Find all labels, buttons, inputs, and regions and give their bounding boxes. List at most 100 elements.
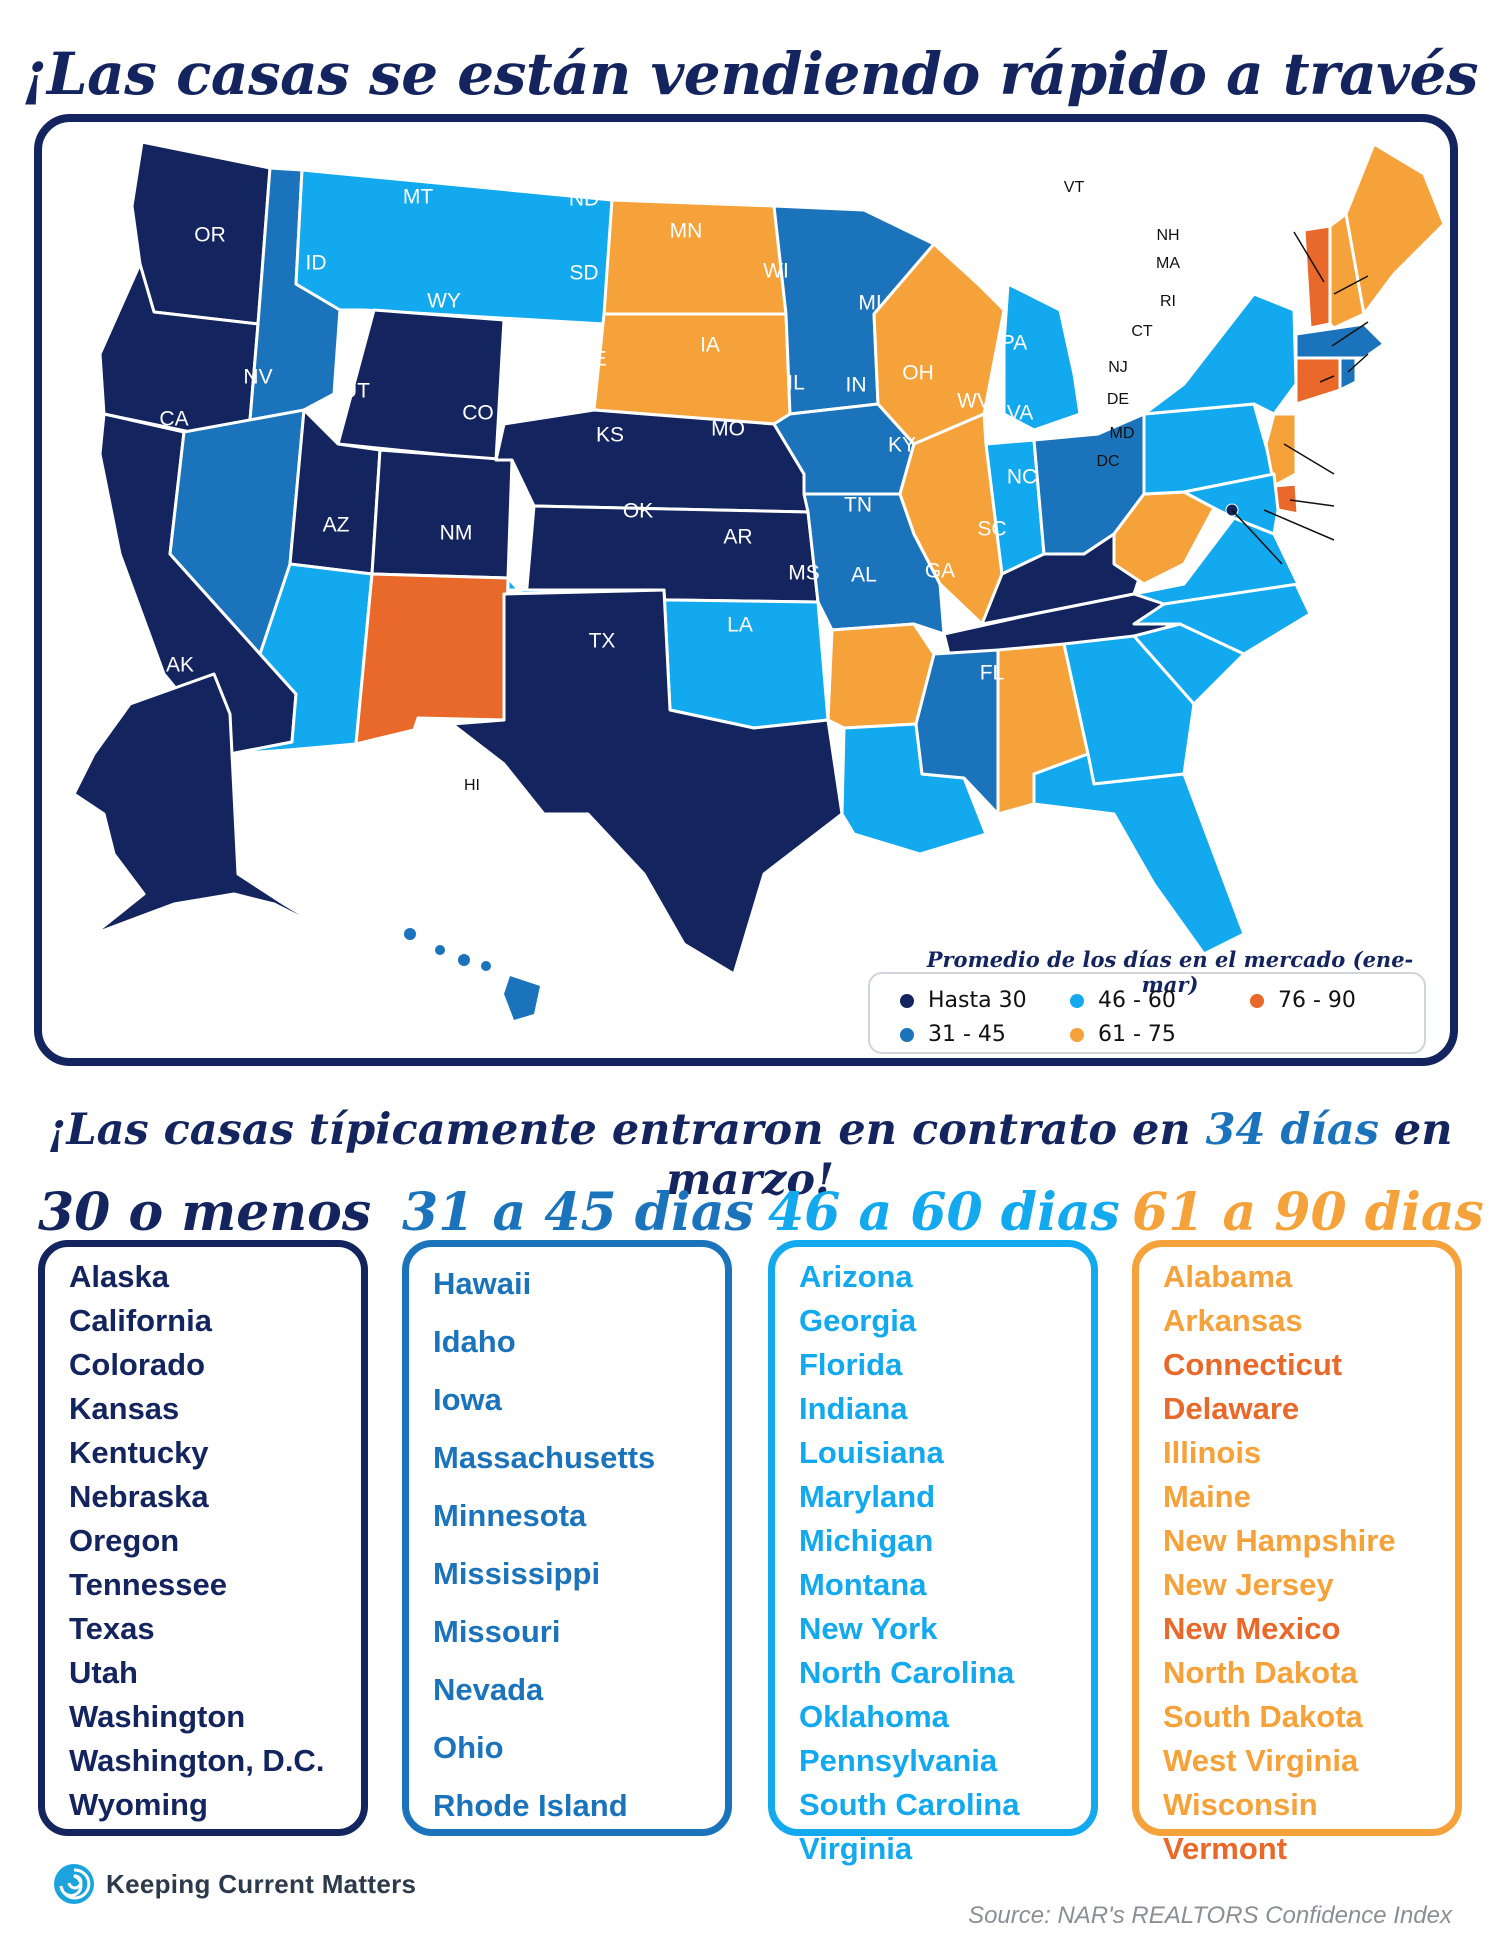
- state-CT: [1294, 356, 1342, 406]
- list-item: Washington: [69, 1699, 246, 1734]
- list-item: Kentucky: [69, 1435, 209, 1470]
- list-item: Minnesota: [433, 1498, 587, 1533]
- state-NY: [1142, 292, 1298, 416]
- list-item: New Mexico: [1163, 1611, 1341, 1646]
- state-label-al: AL: [851, 564, 877, 587]
- state-label-in: IN: [846, 374, 867, 397]
- legend-item-hasta-30: Hasta 30: [900, 988, 1027, 1013]
- state-label-tn: TN: [844, 494, 872, 517]
- brand-logo: Keeping Current Matters: [52, 1862, 416, 1906]
- state-label-nm: NM: [440, 522, 473, 545]
- subtitle: ¡Las casas típicamente entraron en contr…: [47, 1105, 1453, 1205]
- state-label-ks: KS: [596, 424, 624, 447]
- list-item: Montana: [799, 1567, 927, 1602]
- list-item: Utah: [69, 1655, 138, 1690]
- list-item: Hawaii: [433, 1266, 532, 1301]
- state-label-ga: GA: [925, 560, 955, 583]
- state-label-ut: UT: [342, 380, 370, 403]
- state-label-md: MD: [1110, 425, 1135, 442]
- list-item: Virginia: [799, 1831, 913, 1866]
- legend-title: Promedio de los días en el mercado (ene-…: [926, 947, 1414, 997]
- legend-item-31-45: 31 - 45: [900, 1022, 1006, 1047]
- state-label-nj: NJ: [1108, 359, 1128, 376]
- state-RI: [1338, 356, 1358, 392]
- list-item: Florida: [799, 1347, 903, 1382]
- column-heading: 30 o menos: [38, 1182, 372, 1243]
- state-label-la: LA: [727, 614, 753, 637]
- state-label-fl: FL: [980, 662, 1005, 685]
- state-VT: [1302, 224, 1332, 330]
- state-label-pa: PA: [1001, 332, 1027, 355]
- state-label-id: ID: [306, 252, 327, 275]
- list-item: Oklahoma: [799, 1699, 949, 1734]
- list-item: South Carolina: [799, 1787, 1020, 1822]
- list-item: New Hampshire: [1163, 1523, 1396, 1558]
- column-list-box: Alaska California Colorado Kansas Kentucky Ne…: [38, 1240, 368, 1836]
- state-label-tx: TX: [589, 630, 616, 653]
- list-item: Mississippi: [433, 1556, 601, 1591]
- state-label-ne: NE: [577, 348, 606, 371]
- state-label-mi: MI: [858, 292, 881, 315]
- list-item: Kansas: [69, 1391, 180, 1426]
- list-item: North Carolina: [799, 1655, 1015, 1690]
- column-heading: 61 a 90 dias: [1132, 1182, 1484, 1243]
- state-NM: [354, 572, 510, 746]
- brand-name: Keeping Current Matters: [106, 1868, 417, 1899]
- swirl-logo-icon: [54, 1864, 94, 1904]
- state-NH: [1328, 212, 1366, 330]
- legend-dot: [1070, 1028, 1084, 1042]
- state-label-me: ME: [1136, 172, 1168, 195]
- column-list-box: Arizona Georgia Florida Indiana Louisiana Mar…: [768, 1240, 1098, 1866]
- legend-dot: [900, 1028, 914, 1042]
- state-label-ny: NY: [1035, 256, 1064, 279]
- state-label-ca: CA: [159, 408, 188, 431]
- list-item: Pennsylvania: [799, 1743, 998, 1778]
- state-label-az: AZ: [323, 514, 350, 537]
- state-label-dc: DC: [1096, 453, 1119, 470]
- state-KS: [524, 504, 820, 604]
- legend-dot: [1250, 994, 1264, 1008]
- column-heading: 46 a 60 dias: [768, 1182, 1120, 1243]
- column-list-box: Alabama Arkansas Connecticut Delaware Illino…: [1132, 1240, 1462, 1866]
- list-item: South Dakota: [1163, 1699, 1363, 1734]
- legend-dot: [1070, 994, 1084, 1008]
- legend-dot: [900, 994, 914, 1008]
- list-item: Michigan: [799, 1523, 934, 1558]
- state-label-oh: OH: [902, 362, 934, 385]
- list-item: Washington, D.C.: [69, 1743, 325, 1778]
- list-item: Georgia: [799, 1303, 917, 1338]
- state-label-hi: HI: [464, 777, 480, 794]
- list-item: California: [69, 1303, 212, 1338]
- list-item: Tennessee: [69, 1567, 227, 1602]
- state-label-sd: SD: [569, 262, 598, 285]
- state-label-ok: OK: [623, 500, 653, 523]
- state-label-de: DE: [1107, 391, 1129, 408]
- legend-item-46-60: 46 - 60: [1070, 988, 1176, 1013]
- legend-item-61-75: 61 - 75: [1070, 1022, 1176, 1047]
- source-note: Source: NAR's REALTORS Confidence Index: [968, 1902, 1452, 1929]
- state-NJ: [1264, 412, 1298, 488]
- list-item: Vermont: [1163, 1831, 1288, 1866]
- state-TX: [450, 588, 844, 976]
- list-item: West Virginia: [1163, 1743, 1359, 1778]
- state-label-va: VA: [1007, 402, 1033, 425]
- column-heading: 31 a 45 dias: [402, 1182, 754, 1243]
- state-label-vt: VT: [1064, 179, 1085, 196]
- list-item: Alabama: [1163, 1259, 1293, 1294]
- state-HI: [404, 928, 540, 1020]
- list-item: Colorado: [69, 1347, 206, 1382]
- list-item: Oregon: [69, 1523, 180, 1558]
- state-ME: [1344, 142, 1446, 316]
- list-item: Maryland: [799, 1479, 936, 1514]
- list-item: Nebraska: [69, 1479, 209, 1514]
- state-NE: [494, 408, 810, 514]
- us-map: WA OR CA ID NV MT WY UT AZ CO NM ND SD NE KS OK TX MN IA MO…: [72, 140, 1446, 1020]
- state-label-wi: WI: [763, 260, 789, 283]
- list-item: Massachusetts: [433, 1440, 656, 1475]
- list-item: Illinois: [1163, 1435, 1262, 1470]
- list-item: Maine: [1163, 1479, 1251, 1514]
- list-item: Nevada: [433, 1672, 544, 1707]
- state-label-wv: WV: [957, 390, 991, 413]
- state-label-sc: SC: [977, 518, 1006, 541]
- state-label-nd: ND: [569, 188, 599, 211]
